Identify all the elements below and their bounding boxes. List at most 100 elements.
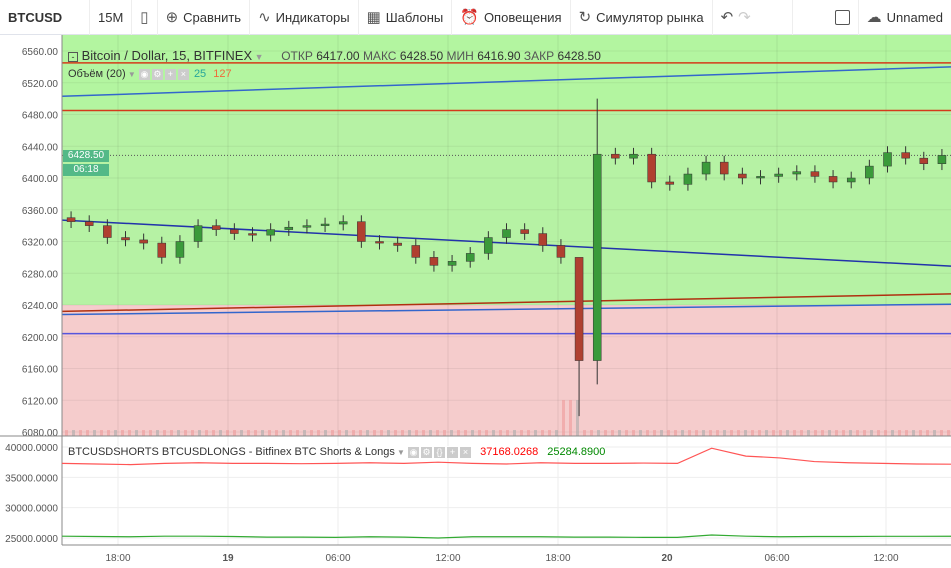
top-zone: [62, 35, 951, 111]
low-value: 6416.90: [477, 49, 521, 63]
close-icon[interactable]: ×: [177, 68, 189, 80]
candle-body: [629, 153, 638, 159]
volume-bar: [842, 430, 845, 436]
time-tick: 20: [661, 553, 673, 564]
gear-icon[interactable]: ⚙: [421, 446, 433, 458]
volume-bar: [471, 430, 474, 436]
candle-body: [901, 152, 910, 159]
volume-bar: [863, 430, 866, 436]
candle-body: [357, 221, 366, 242]
volume-bar: [261, 430, 264, 436]
volume-value-1: 25: [193, 68, 207, 80]
open-label: ОТКР: [281, 49, 313, 63]
volume-bar: [289, 430, 292, 436]
volume-bar: [499, 430, 502, 436]
indicators-button[interactable]: ∿ Индикаторы: [250, 0, 359, 35]
volume-bar: [947, 430, 950, 436]
volume-bar: [856, 430, 859, 436]
candles-icon: ▯: [140, 9, 149, 26]
interval-button[interactable]: 15M: [90, 0, 133, 35]
candle-body: [248, 233, 257, 236]
alerts-button[interactable]: ⏰ Оповещения: [452, 0, 571, 35]
volume-bar: [583, 430, 586, 436]
close-icon[interactable]: ×: [460, 446, 472, 458]
volume-bar: [149, 430, 152, 436]
gear-icon[interactable]: ⚙: [151, 68, 163, 80]
volume-bar: [709, 430, 712, 436]
volume-bar: [142, 430, 145, 436]
volume-bar: [184, 430, 187, 436]
volume-bar: [618, 430, 621, 436]
compare-button[interactable]: ⊕ Сравнить: [158, 0, 251, 35]
price-chart[interactable]: 6560.00 6520.00 6480.00 6440.00 6400.00 6360.…: [0, 35, 951, 568]
volume-bar: [765, 430, 768, 436]
volume-bar: [79, 430, 82, 436]
volume-title[interactable]: Объём (20): [68, 68, 126, 80]
volume-bar: [737, 430, 740, 436]
eye-icon[interactable]: ◉: [138, 68, 150, 80]
volume-bar: [254, 430, 257, 436]
candle-body: [375, 241, 384, 244]
time-tick: 06:00: [325, 553, 350, 564]
volume-bar: [653, 430, 656, 436]
templates-button[interactable]: ▦ Шаблоны: [359, 0, 453, 35]
candle-body: [66, 217, 76, 222]
candle-body: [792, 171, 802, 175]
volume-bar: [86, 430, 89, 436]
series-title[interactable]: Bitcoin / Dollar, 15, BITFINEX: [81, 48, 253, 63]
volume-bar: [611, 430, 614, 436]
chart-style-button[interactable]: ▯: [132, 0, 158, 35]
source-code-icon[interactable]: {}: [434, 446, 446, 458]
volume-bar: [835, 430, 838, 436]
trend-line: [61, 303, 951, 316]
candle-body: [484, 237, 493, 254]
volume-bar: [926, 430, 929, 436]
volume-bar: [688, 430, 691, 436]
volume-bar: [170, 430, 173, 436]
high-label: МАКС: [362, 49, 397, 63]
symbol-search[interactable]: BTCUSD: [0, 0, 90, 35]
close-label: ЗАКР: [523, 49, 555, 63]
candle-body: [919, 157, 929, 164]
eye-icon[interactable]: ◉: [408, 446, 420, 458]
save-layout-button[interactable]: ☁ Unnamed: [859, 0, 951, 35]
candle-body: [683, 173, 693, 185]
plus-icon[interactable]: +: [164, 68, 176, 80]
volume-bar: [219, 430, 222, 436]
candle-body: [121, 237, 130, 241]
volume-bar: [555, 430, 558, 436]
volume-bar: [443, 430, 446, 436]
compare-label: Сравнить: [183, 9, 242, 25]
replay-button[interactable]: ↻ Симулятор рынка: [571, 0, 713, 35]
price-tick: 6200.00: [22, 333, 59, 344]
volume-bar: [93, 430, 96, 436]
candle-body: [284, 226, 294, 230]
fullscreen-button[interactable]: [827, 0, 859, 35]
plus-circle-icon: ⊕: [165, 9, 179, 26]
candle-body: [338, 221, 348, 225]
layout-name: Unnamed: [886, 9, 943, 25]
redo-icon[interactable]: ↷: [738, 9, 751, 26]
indicators-label: Индикаторы: [275, 9, 350, 25]
volume-bar: [226, 430, 229, 436]
indicator-title[interactable]: BTCUSDSHORTS BTCUSDLONGS - Bitfinex BTC …: [68, 446, 395, 458]
volume-bar: [576, 400, 579, 436]
templates-icon: ▦: [366, 9, 381, 26]
price-tick: 6280.00: [22, 269, 59, 280]
undo-icon[interactable]: ↶: [720, 9, 734, 26]
volume-bar: [793, 430, 796, 436]
volume-bar: [604, 430, 607, 436]
volume-bar: [240, 430, 243, 436]
undo-redo: ↶ ↷: [713, 0, 793, 35]
lower-tick: 25000.0000: [5, 534, 58, 545]
volume-bar: [275, 430, 278, 436]
volume-bar: [450, 430, 453, 436]
collapse-icon[interactable]: -: [68, 52, 78, 62]
price-tick: 6520.00: [22, 79, 59, 90]
price-tick: 6240.00: [22, 301, 59, 312]
volume-bar: [667, 430, 670, 436]
volume-bar: [331, 430, 334, 436]
candle-body: [701, 161, 711, 175]
volume-bar: [660, 430, 663, 436]
plus-icon[interactable]: +: [447, 446, 459, 458]
